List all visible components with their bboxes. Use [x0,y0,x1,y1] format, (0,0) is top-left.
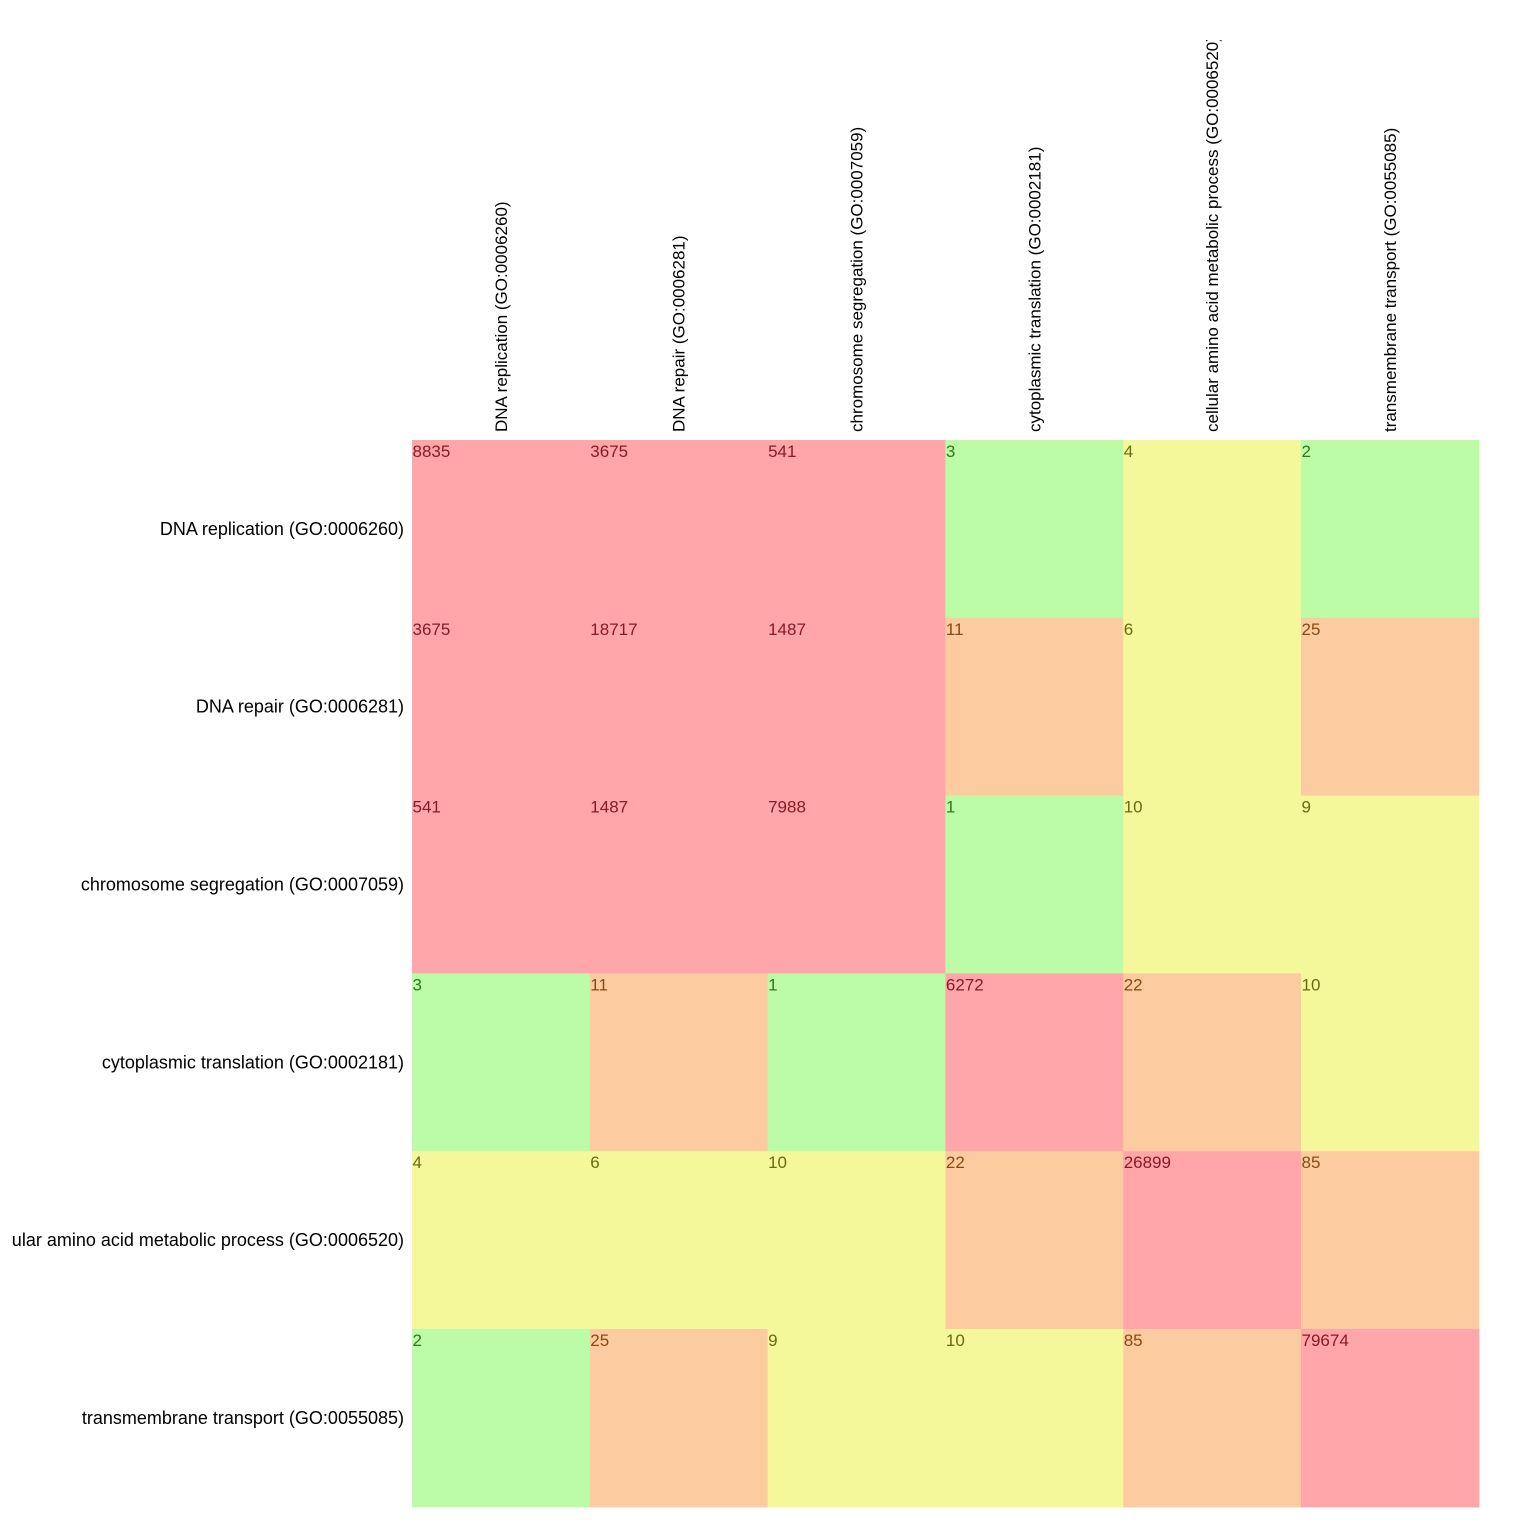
row-label: DNA repair (GO:0006281) [196,697,404,717]
column-label: cytoplasmic translation (GO:0002181) [1025,147,1044,432]
cell-value: 79674 [1302,1331,1349,1350]
cell-value: 26899 [1124,1153,1171,1172]
row-labels: DNA replication (GO:0006260) DNA repair (… [0,519,404,1428]
cell-value: 3 [413,975,422,994]
cell-value: 10 [946,1331,965,1350]
heatmap-cell[interactable] [412,440,591,619]
heatmap-cell[interactable] [1123,617,1302,797]
cell-value: 541 [413,798,441,817]
heatmap-cell[interactable] [412,617,591,797]
heatmap-cell[interactable] [1123,440,1302,619]
row-label: chromosome segregation (GO:0007059) [81,875,404,895]
cell-value: 4 [1124,442,1133,461]
column-label: transmembrane transport (GO:0055085) [1381,128,1400,432]
heatmap-cell[interactable] [412,1151,591,1330]
heatmap-cell[interactable] [945,1151,1124,1330]
row-label: cytoplasmic translation (GO:0002181) [102,1052,404,1072]
row-label: transmembrane transport (GO:0055085) [82,1408,404,1428]
cell-value: 1 [946,798,955,817]
heatmap-cell[interactable] [1123,1151,1302,1330]
cell-value: 7988 [768,798,806,817]
heatmap-cell[interactable] [1301,1329,1480,1508]
heatmap-cell[interactable] [589,617,769,797]
cell-value: 10 [768,1153,787,1172]
cell-value: 3675 [413,620,451,639]
cell-value: 2 [1302,442,1311,461]
cell-value: 10 [1124,798,1143,817]
cell-value: 85 [1302,1153,1321,1172]
heatmap-cell[interactable] [767,1151,946,1330]
heatmap-cell[interactable] [945,617,1124,797]
row-label: cellular amino acid metabolic process (G… [0,1230,404,1250]
column-label: DNA repair (GO:0006281) [670,235,689,432]
heatmap-cell[interactable] [1301,617,1480,797]
cell-value: 22 [946,1153,965,1172]
cell-value: 1487 [590,798,628,817]
heatmap-cell[interactable] [412,1329,591,1508]
heatmap-cell[interactable] [1123,1329,1302,1508]
cell-value: 1 [768,975,777,994]
cell-value: 3675 [590,442,628,461]
heatmap-cell[interactable] [945,440,1124,619]
cell-value: 11 [590,975,608,994]
heatmap-cell[interactable] [945,795,1124,974]
heatmap-cell[interactable] [1123,795,1302,974]
cell-value: 6272 [946,975,984,994]
column-labels: DNA replication (GO:0006260) DNA repair (… [492,36,1400,432]
cell-value: 6 [590,1153,599,1172]
cell-value: 22 [1124,975,1143,994]
heatmap-cell[interactable] [589,440,769,619]
column-label: DNA replication (GO:0006260) [492,201,511,432]
cell-value: 9 [1302,798,1311,817]
cell-value: 6 [1124,620,1133,639]
heatmap-cell[interactable] [589,1151,769,1330]
heatmap-cell[interactable] [589,973,769,1152]
cell-value: 85 [1124,1331,1143,1350]
cell-value: 3 [946,442,955,461]
cell-value: 1487 [768,620,806,639]
heatmap-cell[interactable] [412,795,591,974]
heatmap-cell[interactable] [1301,1151,1480,1330]
heatmap-cell[interactable] [1301,973,1480,1152]
heatmap-cell[interactable] [589,795,769,974]
heatmap-cell[interactable] [1123,973,1302,1152]
heatmap-cell[interactable] [945,973,1124,1152]
heatmap-cell[interactable] [767,440,946,619]
cell-value: 18717 [590,620,637,639]
cell-value: 2 [413,1331,422,1350]
heatmap-cell[interactable] [767,795,946,974]
cell-value: 10 [1302,975,1321,994]
column-label: chromosome segregation (GO:0007059) [848,127,867,432]
cell-value: 541 [768,442,796,461]
cell-value: 4 [413,1153,422,1172]
cell-value: 11 [946,620,964,639]
cell-value: 25 [590,1331,609,1350]
cell-value: 8835 [413,442,451,461]
row-label: DNA replication (GO:0006260) [160,519,404,539]
column-label: cellular amino acid metabolic process (G… [1203,36,1222,432]
heatmap-cell[interactable] [767,617,946,797]
heatmap-cell[interactable] [589,1329,769,1508]
heatmap-cell[interactable] [1301,440,1480,619]
heatmap-cell[interactable] [767,973,946,1152]
heatmap-cell[interactable] [945,1329,1124,1508]
heatmap-cell[interactable] [412,973,591,1152]
cell-value: 25 [1302,620,1321,639]
heatmap-cell[interactable] [1301,795,1480,974]
heatmap-cell[interactable] [767,1329,946,1508]
cell-value: 9 [768,1331,777,1350]
